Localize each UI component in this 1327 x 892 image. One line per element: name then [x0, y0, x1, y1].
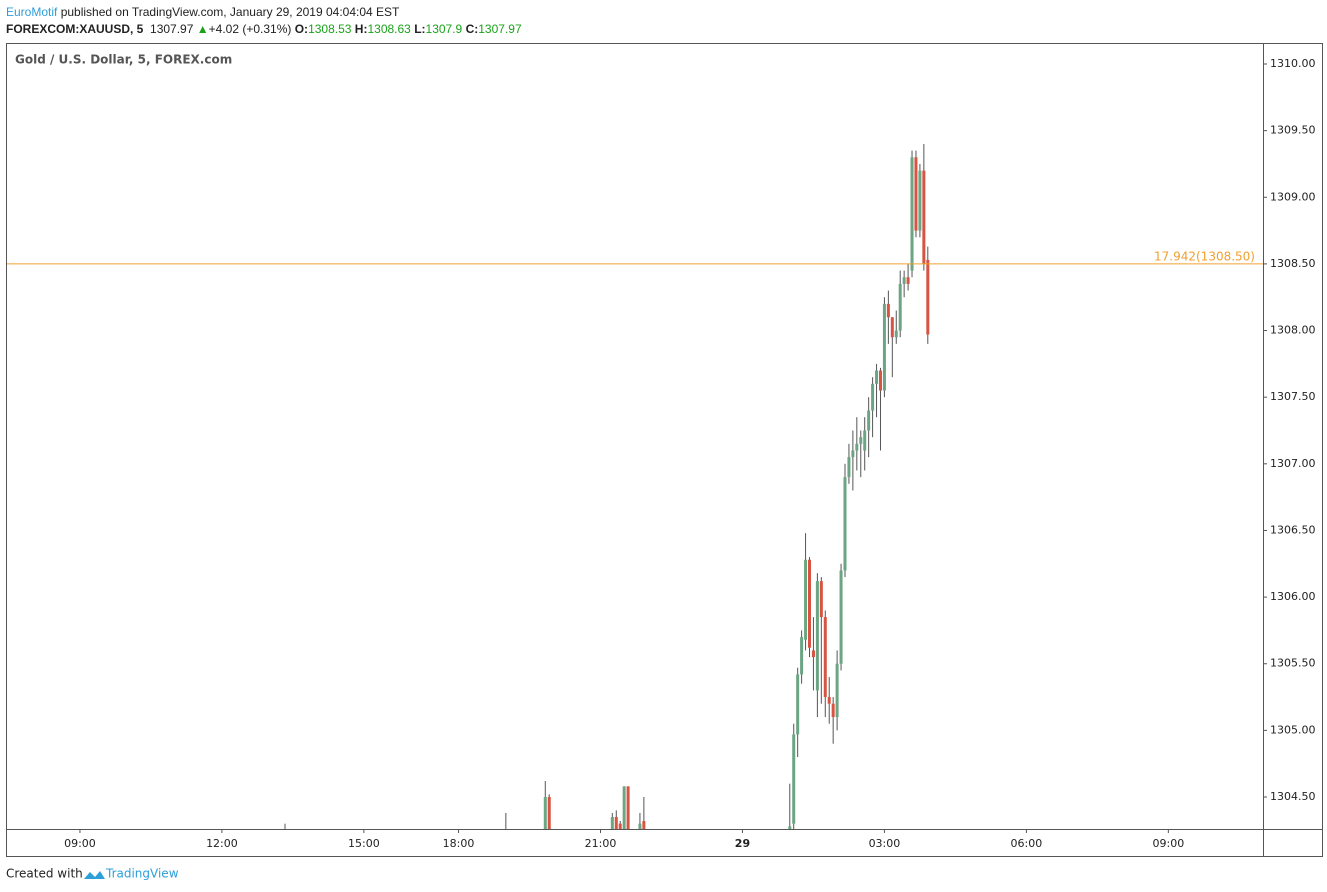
candle-body — [839, 570, 843, 664]
candle-body — [504, 832, 507, 837]
l: 1307.9 — [425, 22, 463, 36]
footer: Created with TradingView — [6, 867, 179, 881]
candle-body — [835, 663, 839, 718]
candle-body — [827, 697, 831, 704]
candle-body — [886, 303, 890, 318]
candle-body — [843, 477, 847, 571]
candle-body — [863, 430, 867, 451]
y-tick-label: 1307.50 — [1270, 390, 1316, 403]
chart-frame — [6, 43, 1323, 857]
x-tick-label: 09:00 — [1153, 837, 1185, 850]
c: 1307.97 — [478, 22, 522, 36]
c-label: C: — [465, 22, 479, 36]
candle-body — [890, 317, 894, 338]
change: +4.02 (+0.31%) — [208, 22, 292, 36]
candle-body — [614, 817, 618, 829]
horizontal-line-label: 17.942(1308.50) — [1154, 249, 1255, 263]
candle-body — [610, 817, 614, 829]
candle-body — [804, 559, 808, 640]
candle-body — [851, 450, 855, 458]
y-tick-label: 1306.50 — [1270, 523, 1316, 536]
candle-body — [819, 581, 823, 618]
candle-body — [875, 370, 879, 384]
candle-body — [859, 437, 863, 444]
last: 1307.97 — [150, 22, 194, 36]
published: published on TradingView.com, January 29… — [60, 5, 400, 19]
candle-body — [792, 734, 796, 824]
candle-body — [882, 303, 886, 391]
candle-body — [642, 821, 646, 829]
footer-text: Created with — [6, 867, 83, 881]
author[interactable]: EuroMotif — [6, 5, 58, 19]
o: 1308.53 — [308, 22, 352, 36]
candle-body — [910, 157, 914, 271]
candle-body — [867, 410, 871, 431]
candle-body — [914, 157, 918, 231]
x-tick-label: 09:00 — [64, 837, 96, 850]
candle-body — [626, 786, 630, 829]
candle-body — [284, 834, 287, 837]
candle-body — [815, 581, 819, 691]
candle-body — [618, 823, 622, 829]
candle-body — [922, 170, 926, 264]
candle-body — [622, 786, 626, 829]
candle-body — [823, 617, 827, 698]
axes: 1304.50 1305.00 1305.50 1306.00 1306.50 1307.… — [64, 57, 1315, 850]
h-label: H: — [354, 22, 368, 36]
l-label: L: — [414, 22, 426, 36]
chart-title: Gold / U.S. Dollar, 5, FOREX.com — [15, 53, 232, 67]
logo — [84, 871, 105, 879]
y-tick-label: 1309.00 — [1270, 190, 1316, 203]
candle-body — [800, 637, 804, 675]
plot — [7, 143, 1263, 837]
y-tick-label: 1307.00 — [1270, 457, 1316, 470]
x-tick-label: 06:00 — [1011, 837, 1043, 850]
candle-body — [902, 277, 906, 284]
candle-body — [847, 457, 851, 478]
symbol: FOREXCOM:XAUUSD, 5 — [6, 22, 144, 36]
candle-body — [855, 443, 859, 451]
candle-body — [918, 170, 922, 231]
candle-body — [788, 826, 792, 829]
y-tick-label: 1308.00 — [1270, 324, 1316, 337]
candle-body — [898, 283, 902, 331]
candle-body — [894, 330, 898, 338]
candle-body — [906, 277, 910, 284]
h: 1308.63 — [367, 22, 411, 36]
arrow: ▲ — [196, 22, 209, 36]
candle-body — [547, 797, 551, 829]
candle-body — [807, 559, 811, 648]
y-tick-label: 1306.00 — [1270, 590, 1316, 603]
candle-body — [871, 383, 875, 411]
quote-line: FOREXCOM:XAUUSD, 5 1307.97 ▲+4.02 (+0.31… — [6, 22, 522, 36]
y-tick-label: 1309.50 — [1270, 124, 1316, 137]
o-label: O: — [294, 22, 309, 36]
y-tick-label: 1310.00 — [1270, 57, 1316, 70]
x-tick-label: 21:00 — [585, 837, 617, 850]
x-tick-label: 18:00 — [443, 837, 475, 850]
y-tick-label: 1305.50 — [1270, 657, 1316, 670]
y-tick-label: 1308.50 — [1270, 257, 1316, 270]
y-tick-label: 1304.50 — [1270, 790, 1316, 803]
candle-body — [638, 823, 642, 829]
header-line: EuroMotif published on TradingView.com, … — [6, 5, 399, 19]
x-tick-label: 29 — [735, 837, 750, 850]
x-tick-label: 03:00 — [869, 837, 901, 850]
candle-body — [811, 650, 815, 658]
candle-body — [831, 703, 835, 718]
x-tick-label: 15:00 — [348, 837, 380, 850]
candle-body — [543, 797, 547, 829]
brand[interactable]: TradingView — [105, 867, 179, 881]
candle-body — [926, 259, 930, 335]
y-tick-label: 1305.00 — [1270, 723, 1316, 736]
candle-body — [796, 674, 800, 735]
x-tick-label: 12:00 — [206, 837, 238, 850]
candle-body — [878, 370, 882, 391]
